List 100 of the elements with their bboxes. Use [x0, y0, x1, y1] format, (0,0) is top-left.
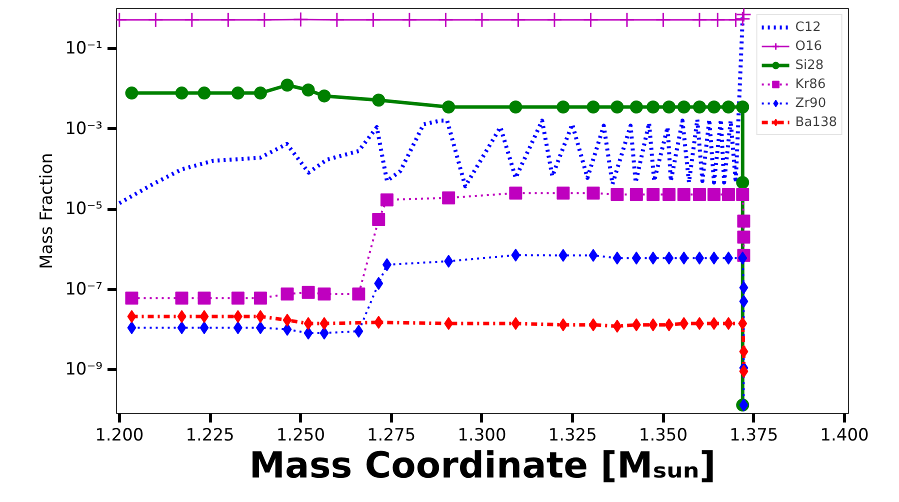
point [586, 100, 600, 114]
point [739, 398, 748, 412]
point [304, 317, 313, 330]
point [707, 100, 720, 114]
point [320, 317, 329, 330]
point [662, 188, 676, 202]
x-tick-label: 1.225 [186, 426, 234, 446]
y-tick-label: 10⁻⁹ [65, 360, 103, 380]
point [664, 318, 674, 332]
point [662, 100, 676, 114]
point [734, 11, 750, 27]
point [722, 100, 735, 114]
point [692, 100, 706, 114]
point [231, 292, 244, 305]
point [546, 12, 562, 28]
point [374, 276, 384, 290]
point [556, 186, 570, 200]
legend-label: Zr90 [795, 95, 826, 111]
x-tick-label: 1.325 [548, 426, 597, 446]
point [630, 188, 643, 202]
point [302, 84, 315, 96]
point [444, 254, 454, 268]
point [612, 252, 622, 265]
point [619, 12, 635, 28]
legend-label: Si28 [795, 57, 824, 73]
point [256, 12, 272, 28]
point [509, 100, 522, 114]
point [175, 292, 188, 305]
point [302, 286, 315, 299]
point [442, 100, 456, 114]
legend-label: Ba138 [795, 114, 837, 130]
point [739, 294, 748, 308]
point [710, 12, 726, 28]
point [372, 94, 386, 107]
point [402, 12, 418, 28]
legend-label: O16 [795, 38, 822, 54]
point [679, 317, 688, 330]
point [177, 310, 186, 323]
point [256, 310, 265, 323]
point [724, 252, 733, 265]
point [632, 252, 641, 265]
point [677, 100, 690, 114]
point [646, 188, 660, 202]
point [707, 188, 720, 202]
point [722, 188, 735, 202]
y-tick-label: 10⁻⁷ [65, 279, 103, 300]
point [280, 288, 294, 301]
point [664, 252, 674, 265]
point [677, 188, 690, 202]
point [558, 248, 568, 262]
point [177, 321, 186, 334]
point [679, 252, 688, 265]
point [200, 310, 209, 323]
point [442, 191, 456, 204]
point [694, 317, 704, 330]
point [474, 12, 490, 28]
point [582, 12, 598, 28]
point [127, 321, 136, 334]
point [736, 176, 750, 189]
point [737, 230, 750, 244]
point [304, 326, 313, 340]
point [692, 188, 706, 202]
point [586, 186, 600, 200]
point [125, 86, 138, 100]
point [148, 12, 164, 28]
point [320, 326, 329, 340]
point [254, 292, 267, 305]
point [610, 188, 624, 202]
point [438, 12, 454, 28]
point [709, 317, 718, 330]
point [380, 193, 394, 206]
point [280, 78, 294, 92]
x-tick-label: 1.275 [366, 426, 416, 446]
point [198, 86, 211, 100]
point [511, 248, 520, 262]
point [694, 252, 704, 265]
point [558, 318, 568, 332]
point [233, 321, 242, 334]
point [724, 317, 733, 330]
point [655, 12, 671, 28]
point [292, 12, 308, 28]
point [354, 324, 364, 338]
point [282, 314, 292, 327]
point [256, 321, 265, 334]
y-tick-label: 10⁻¹ [65, 38, 102, 59]
point [509, 186, 522, 200]
point [739, 345, 748, 358]
point [736, 100, 750, 114]
point [282, 322, 292, 336]
x-axis-title: Mass Coordinate [Mₛᵤₙ] [249, 446, 716, 486]
point [709, 252, 718, 265]
point [738, 317, 748, 330]
x-tick-label: 1.350 [638, 426, 688, 446]
point [739, 364, 748, 378]
point [318, 288, 331, 301]
point [374, 316, 384, 329]
point [739, 281, 748, 294]
point [220, 12, 236, 28]
point [198, 292, 211, 305]
point [352, 288, 366, 301]
